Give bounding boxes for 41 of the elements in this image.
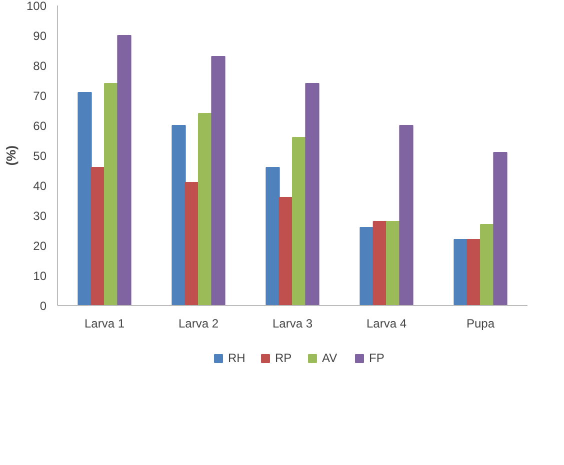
legend-label: RP [275, 351, 293, 365]
bar [292, 137, 306, 306]
y-tick-label: 90 [33, 29, 47, 43]
bar [90, 167, 105, 306]
y-tick-label: 70 [33, 89, 47, 103]
x-tick-label: Larva 3 [272, 316, 313, 330]
bar [104, 83, 118, 306]
x-tick-label: Larva 1 [84, 316, 125, 330]
y-tick-label: 20 [33, 239, 47, 253]
bar [117, 35, 132, 306]
bar [184, 182, 199, 306]
bar [211, 56, 226, 306]
bar [386, 221, 400, 306]
bar [466, 239, 481, 306]
y-tick-label: 30 [33, 209, 47, 223]
bar [454, 239, 468, 306]
y-axis-title: (%) [3, 145, 18, 166]
y-tick-label: 0 [40, 299, 47, 313]
bar [480, 224, 494, 306]
bar [360, 227, 374, 306]
bar [266, 167, 280, 306]
y-tick-label: 40 [33, 179, 47, 193]
bar [372, 221, 387, 306]
y-tick-label: 60 [33, 119, 47, 133]
legend-label: AV [322, 351, 338, 365]
bar [305, 83, 320, 306]
legend-label: FP [369, 351, 386, 365]
y-tick-label: 80 [33, 59, 47, 73]
bar [278, 197, 293, 306]
y-tick-label: 100 [26, 0, 47, 13]
bar [198, 113, 212, 306]
x-tick-label: Larva 2 [178, 316, 219, 330]
y-tick-label: 10 [33, 269, 47, 283]
bar [78, 92, 92, 306]
y-tick-label: 50 [33, 149, 47, 163]
bar [172, 125, 186, 306]
x-tick-label: Larva 4 [366, 316, 407, 330]
legend-label: RH [228, 351, 246, 365]
bar [493, 152, 508, 306]
x-tick-label: Pupa [466, 316, 495, 330]
bar [399, 125, 414, 306]
